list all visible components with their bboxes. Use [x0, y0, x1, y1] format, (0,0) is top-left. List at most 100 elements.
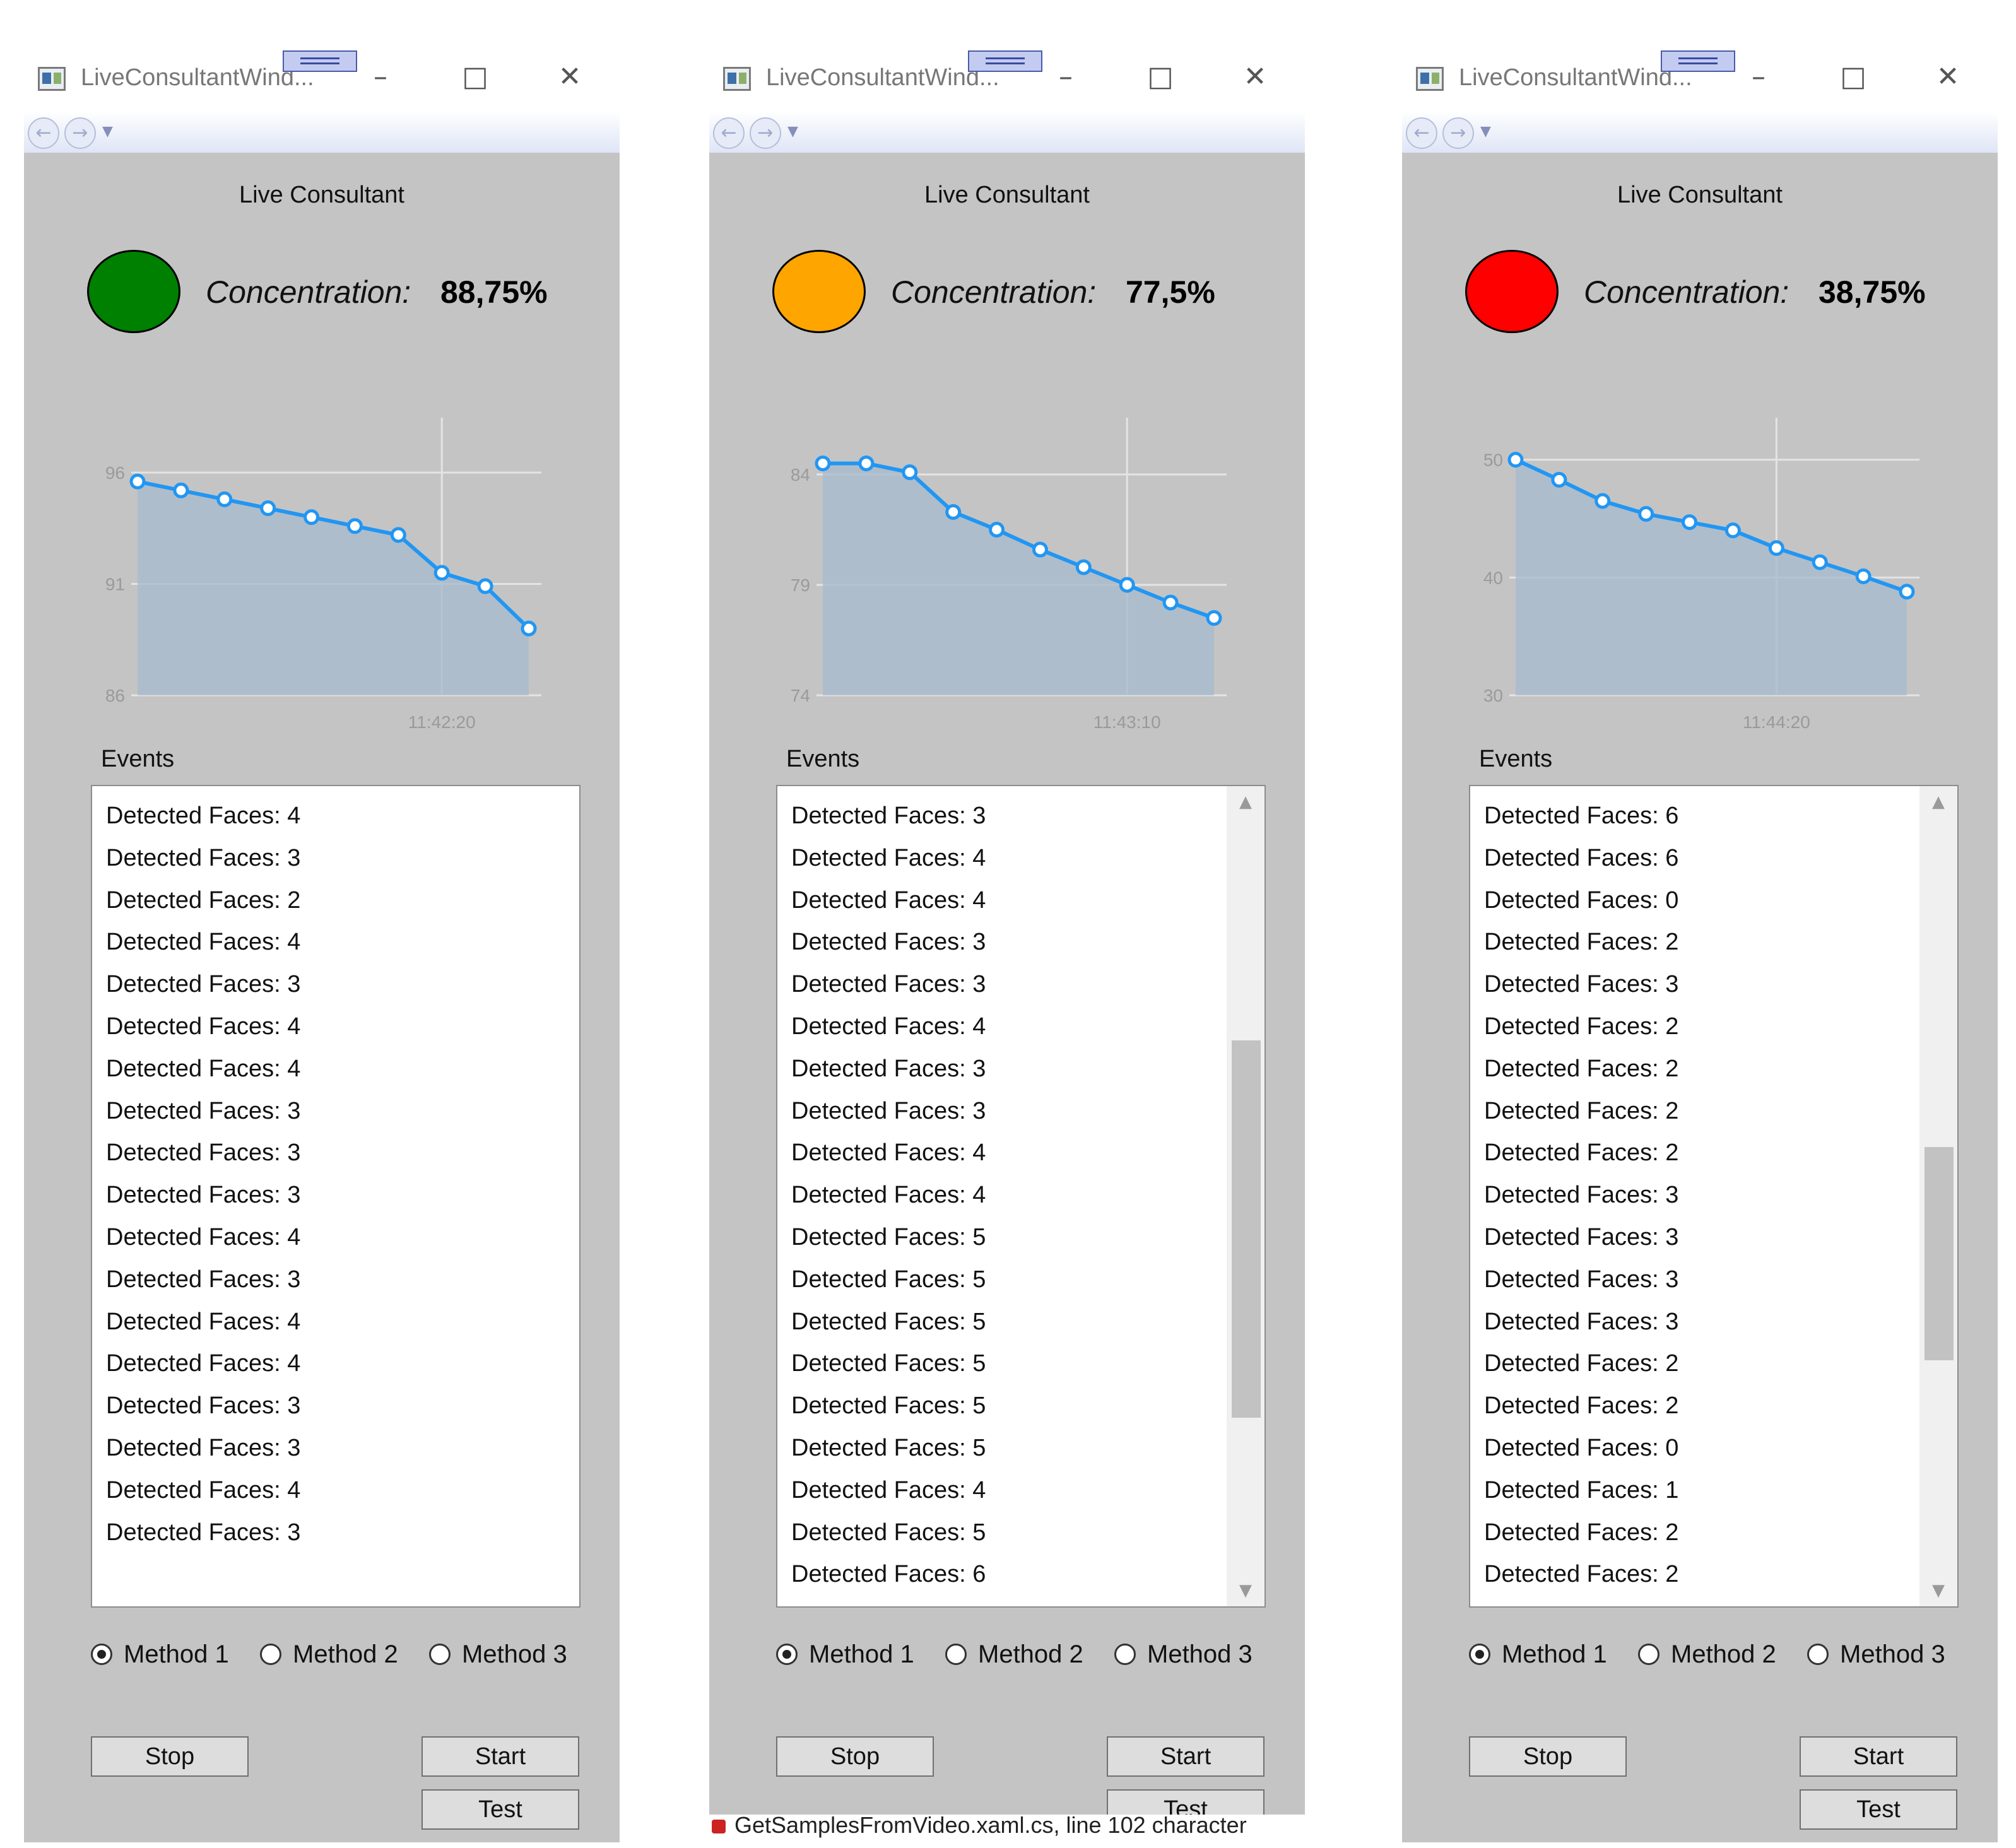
event-item[interactable]: Detected Faces: 4 — [791, 1182, 986, 1209]
radio-method-2[interactable]: Method 2 — [945, 1635, 1083, 1673]
event-item[interactable]: Detected Faces: 2 — [1484, 1013, 1679, 1040]
close-icon[interactable]: ✕ — [1243, 61, 1267, 93]
event-item[interactable]: Detected Faces: 3 — [791, 971, 986, 998]
back-arrow-icon[interactable]: ← — [1406, 117, 1437, 149]
start-button[interactable]: Start — [1800, 1736, 1957, 1777]
events-list[interactable]: Detected Faces: 6 Detected Faces: 6 Detect… — [1469, 785, 1959, 1608]
event-item[interactable]: Detected Faces: 5 — [791, 1350, 986, 1377]
nav-dropdown-icon[interactable]: ▼ — [102, 124, 113, 139]
event-item[interactable]: Detected Faces: 3 — [106, 971, 301, 998]
event-item[interactable]: Detected Faces: 3 — [1484, 971, 1679, 998]
radio-method-1[interactable]: Method 1 — [91, 1635, 229, 1673]
radio-circle[interactable] — [1114, 1644, 1136, 1665]
event-item[interactable]: Detected Faces: 3 — [106, 1097, 301, 1124]
back-arrow-icon[interactable]: ← — [713, 117, 745, 149]
radio-circle[interactable] — [1469, 1644, 1490, 1665]
event-item[interactable]: Detected Faces: 3 — [106, 1434, 301, 1461]
event-item[interactable]: Detected Faces: 4 — [106, 929, 301, 956]
radio-circle[interactable] — [1638, 1644, 1659, 1665]
event-item[interactable]: Detected Faces: 3 — [1484, 1182, 1679, 1209]
event-item[interactable]: Detected Faces: 4 — [106, 1308, 301, 1335]
radio-method-3[interactable]: Method 3 — [1807, 1635, 1945, 1673]
event-item[interactable]: Detected Faces: 3 — [106, 1182, 301, 1209]
event-item[interactable]: Detected Faces: 3 — [791, 803, 986, 829]
radio-method-2[interactable]: Method 2 — [1638, 1635, 1776, 1673]
event-item[interactable]: Detected Faces: 4 — [106, 1223, 301, 1251]
event-item[interactable]: Detected Faces: 3 — [1484, 1223, 1679, 1251]
restore-overlay-button[interactable] — [283, 50, 357, 72]
radio-circle[interactable] — [1807, 1644, 1829, 1665]
event-item[interactable]: Detected Faces: 2 — [1484, 1519, 1679, 1546]
back-arrow-icon[interactable]: ← — [28, 117, 59, 149]
event-item[interactable]: Detected Faces: 4 — [791, 844, 986, 871]
close-icon[interactable]: ✕ — [558, 61, 582, 93]
stop-button[interactable]: Stop — [91, 1736, 249, 1777]
stop-button[interactable]: Stop — [776, 1736, 934, 1777]
event-item[interactable]: Detected Faces: 2 — [1484, 1097, 1679, 1124]
event-item[interactable]: Detected Faces: 3 — [791, 1055, 986, 1082]
forward-arrow-icon[interactable]: → — [64, 117, 96, 149]
scroll-down-icon[interactable]: ▼ — [1932, 1581, 1945, 1600]
radio-method-1[interactable]: Method 1 — [1469, 1635, 1607, 1673]
event-item[interactable]: Detected Faces: 4 — [106, 1013, 301, 1040]
forward-arrow-icon[interactable]: → — [750, 117, 781, 149]
events-list[interactable]: Detected Faces: 3 Detected Faces: 4 Detect… — [776, 785, 1266, 1608]
event-item[interactable]: Detected Faces: 3 — [1484, 1266, 1679, 1293]
radio-method-2[interactable]: Method 2 — [260, 1635, 398, 1673]
event-item[interactable]: Detected Faces: 4 — [791, 886, 986, 914]
event-item[interactable]: Detected Faces: 6 — [791, 1596, 1220, 1606]
event-item[interactable]: Detected Faces: 3 — [791, 1097, 986, 1124]
event-item[interactable]: Detected Faces: 5 — [791, 1223, 986, 1251]
event-item[interactable]: Detected Faces: 3 — [106, 1519, 301, 1546]
maximize-icon[interactable]: □ — [462, 61, 488, 93]
scroll-up-icon[interactable]: ▲ — [1239, 792, 1252, 811]
event-item[interactable]: Detected Faces: 3 — [1484, 1308, 1679, 1335]
event-item[interactable]: Detected Faces: 2 — [1484, 1392, 1679, 1420]
event-item[interactable]: Detected Faces: 5 — [791, 1392, 986, 1420]
event-item[interactable]: Detected Faces: 4 — [791, 1476, 986, 1504]
event-item[interactable]: Detected Faces: 1 — [1484, 1596, 1913, 1606]
radio-method-3[interactable]: Method 3 — [429, 1635, 567, 1673]
radio-circle[interactable] — [776, 1644, 798, 1665]
events-scrollbar[interactable]: ▲ ▼ — [1227, 786, 1264, 1606]
event-item[interactable]: Detected Faces: 2 — [1484, 1139, 1679, 1167]
event-item[interactable]: Detected Faces: 6 — [1484, 803, 1679, 829]
event-item[interactable]: Detected Faces: 5 — [791, 1308, 986, 1335]
event-item[interactable]: Detected Faces: 3 — [106, 844, 301, 871]
event-item[interactable]: Detected Faces: 5 — [791, 1434, 986, 1461]
event-item[interactable]: Detected Faces: 5 — [791, 1266, 986, 1293]
event-item[interactable]: Detected Faces: 2 — [1484, 1561, 1679, 1588]
scroll-thumb[interactable] — [1232, 1040, 1261, 1418]
event-item[interactable]: Detected Faces: 0 — [1484, 1434, 1679, 1461]
minimize-icon[interactable]: – — [374, 61, 387, 93]
event-item[interactable]: Detected Faces: 4 — [791, 1139, 986, 1167]
maximize-icon[interactable]: □ — [1840, 61, 1866, 93]
scroll-down-icon[interactable]: ▼ — [1239, 1581, 1252, 1600]
event-item[interactable]: Detected Faces: 1 — [1484, 1476, 1679, 1504]
radio-circle[interactable] — [945, 1644, 967, 1665]
nav-dropdown-icon[interactable]: ▼ — [787, 124, 798, 139]
event-item[interactable]: Detected Faces: 0 — [1484, 886, 1679, 914]
restore-overlay-button[interactable] — [1661, 50, 1735, 72]
maximize-icon[interactable]: □ — [1147, 61, 1174, 93]
radio-method-1[interactable]: Method 1 — [776, 1635, 914, 1673]
event-item[interactable]: Detected Faces: 3 — [106, 1392, 301, 1420]
minimize-icon[interactable]: – — [1752, 61, 1765, 93]
start-button[interactable]: Start — [421, 1736, 579, 1777]
radio-circle[interactable] — [429, 1644, 451, 1665]
start-button[interactable]: Start — [1107, 1736, 1264, 1777]
event-item[interactable]: Detected Faces: 6 — [1484, 844, 1679, 871]
minimize-icon[interactable]: – — [1059, 61, 1073, 93]
events-list[interactable]: Detected Faces: 4 Detected Faces: 3 Detect… — [91, 785, 581, 1608]
nav-dropdown-icon[interactable]: ▼ — [1480, 124, 1491, 139]
event-item[interactable]: Detected Faces: 2 — [1484, 1055, 1679, 1082]
events-scrollbar[interactable]: ▲ ▼ — [1919, 786, 1957, 1606]
test-button[interactable]: Test — [1800, 1789, 1957, 1830]
event-item[interactable]: Detected Faces: 6 — [791, 1561, 986, 1588]
forward-arrow-icon[interactable]: → — [1442, 117, 1474, 149]
event-item[interactable]: Detected Faces: 5 — [791, 1519, 986, 1546]
radio-circle[interactable] — [91, 1644, 112, 1665]
scroll-thumb[interactable] — [1925, 1147, 1954, 1360]
event-item[interactable]: Detected Faces: 3 — [791, 929, 986, 956]
event-item[interactable]: Detected Faces: 4 — [791, 1013, 986, 1040]
